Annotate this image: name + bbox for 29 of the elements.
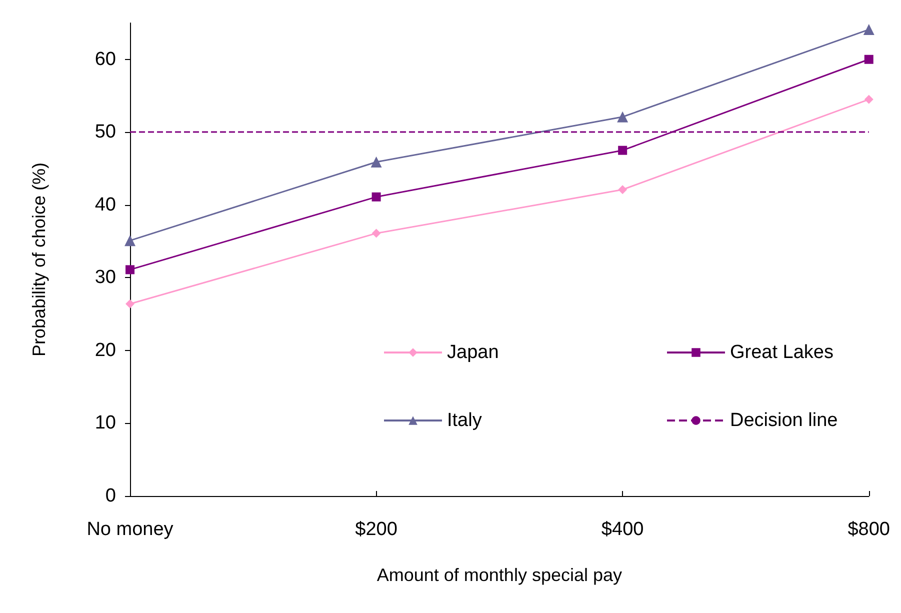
- point: [864, 54, 874, 64]
- point: [126, 265, 134, 274]
- point: [617, 111, 628, 122]
- legend-label: Decision line: [730, 410, 838, 431]
- point: [618, 146, 628, 155]
- y-tick-label: 30: [94, 267, 116, 288]
- point: [372, 192, 381, 202]
- legend-label: Italy: [447, 410, 482, 431]
- x-tick-label: $200: [355, 519, 398, 540]
- x-tick-label: $800: [848, 519, 890, 540]
- point: [124, 235, 136, 246]
- point: [370, 156, 382, 168]
- y-axis-title: Probability of choice (%): [29, 162, 49, 357]
- y-tick-label: 60: [94, 48, 116, 70]
- legend-label: Japan: [447, 342, 499, 363]
- y-tick-label: 10: [94, 412, 116, 434]
- y-tick-label: 0: [105, 486, 116, 506]
- x-axis-title: Amount of monthly special pay: [376, 565, 622, 585]
- point: [863, 24, 874, 36]
- y-tick-label: 40: [94, 194, 116, 216]
- x-tick-label: $400: [601, 519, 644, 540]
- point: [864, 94, 874, 104]
- point: [372, 228, 381, 238]
- point: [126, 299, 134, 308]
- y-tick-label: 50: [94, 122, 116, 143]
- x-tick-label: No money: [86, 519, 174, 540]
- point: [618, 185, 628, 194]
- y-tick-label: 20: [94, 340, 116, 361]
- legend-label: Great Lakes: [730, 342, 834, 363]
